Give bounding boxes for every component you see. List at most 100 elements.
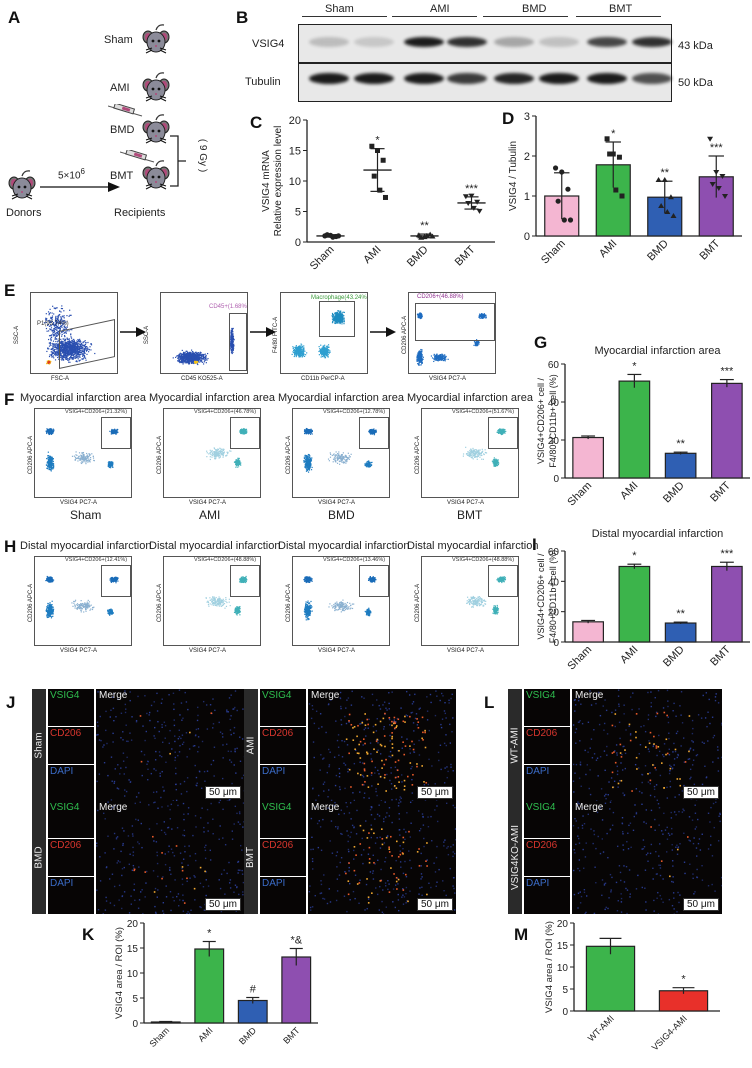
gate-label: VSIG4+CD206+(13.46%) — [323, 557, 385, 563]
blot-kda-tubulin: 50 kDa — [678, 77, 713, 89]
gate-label: VSIG4+CD206+(51.67%) — [452, 409, 514, 415]
gate-box — [415, 303, 495, 341]
svg-text:*: * — [611, 128, 616, 140]
svg-text:15: 15 — [289, 146, 301, 158]
gate-box — [230, 565, 260, 597]
panel-label-b: B — [236, 8, 248, 28]
panel-label-m: M — [514, 925, 528, 945]
donors-label: Donors — [6, 207, 41, 219]
svg-text:5: 5 — [295, 207, 301, 219]
syringe-icon — [108, 104, 144, 123]
band-tubulin — [309, 73, 349, 84]
svg-text:VSIG4 mRNA: VSIG4 mRNA — [261, 150, 272, 212]
gate-box — [101, 565, 131, 597]
blot-divider — [299, 62, 671, 64]
merge-label: Merge — [311, 690, 339, 701]
mouse-icon — [142, 114, 168, 144]
y-axis-label: CD206 APC-A — [157, 436, 163, 474]
svg-text:**: ** — [420, 220, 429, 232]
channel-cd206: CD206 — [260, 839, 306, 876]
band-vsig4 — [587, 37, 627, 47]
group-label-ami: AMI — [244, 689, 258, 802]
flow-title: Distal myocardial infarction — [407, 540, 538, 552]
scale-bar: 50 μm — [683, 786, 719, 799]
x-axis-label: VSIG4 PC7-A — [189, 500, 226, 506]
gate-label: VSIG4+CD206+(46.78%) — [194, 409, 256, 415]
channel-vsig4: VSIG4 — [48, 689, 94, 726]
flow-plot-f-bmt: VSIG4+CD206+(51.67%) — [421, 408, 519, 498]
channel-label: VSIG4 — [50, 690, 79, 701]
gate-box — [101, 417, 131, 449]
x-axis-label: VSIG4 PC7-A — [60, 500, 97, 506]
svg-text:20: 20 — [127, 919, 139, 930]
svg-text:10: 10 — [557, 963, 569, 974]
channel-label: DAPI — [262, 878, 285, 889]
group-label-bmt: BMT — [457, 508, 482, 522]
gate-box — [230, 417, 260, 449]
flow-plot-e3: Macrophage(43.24%) — [280, 292, 368, 374]
svg-text:BMT: BMT — [281, 1025, 302, 1046]
flow-title: Distal myocardial infarction — [278, 540, 409, 552]
flow-plot-h-sham: VSIG4+CD206+(12.41%) — [34, 556, 132, 646]
svg-text:BMT: BMT — [697, 237, 722, 262]
svg-text:BMT: BMT — [708, 643, 733, 668]
channel-dapi: DAPI — [524, 765, 570, 802]
y-axis-label: CD206 APC-A — [157, 584, 163, 622]
gate-label: VSIG4+CD206+(48.88%) — [452, 557, 514, 563]
channel-label: DAPI — [50, 766, 73, 777]
channel-label: CD206 — [262, 840, 293, 851]
svg-text:Distal myocardial infarction: Distal myocardial infarction — [592, 528, 723, 540]
svg-text:**: ** — [676, 438, 685, 450]
x-axis-label: VSIG4 PC7-A — [189, 648, 226, 654]
panel-label-h: H — [4, 537, 16, 557]
svg-text:*: * — [207, 928, 212, 940]
x-axis-label: VSIG4 PC7-A — [447, 500, 484, 506]
channel-label: VSIG4 — [526, 802, 555, 813]
group-label-bmd: BMD — [32, 801, 46, 914]
blot-group-bmt: BMT — [609, 3, 632, 15]
flow-plot-f-bmd: VSIG4+CD206+(12.78%) — [292, 408, 390, 498]
svg-text:60: 60 — [548, 360, 560, 371]
svg-text:BMD: BMD — [645, 238, 671, 264]
gate-label: VSIG4+CD206+(48.88%) — [194, 557, 256, 563]
svg-text:WT-AMI: WT-AMI — [586, 1013, 616, 1043]
svg-text:***: *** — [720, 548, 734, 560]
channel-dapi: DAPI — [260, 877, 306, 914]
group-label-bmd: BMD — [328, 508, 355, 522]
gate-box — [488, 565, 518, 597]
svg-text:*: * — [375, 135, 380, 147]
group-label-text: VSIG4KO-AMI — [510, 825, 521, 890]
svg-text:0: 0 — [295, 237, 301, 249]
svg-text:15: 15 — [127, 944, 139, 955]
flow-plot-e4: CD206+(46.88%) — [408, 292, 496, 374]
y-axis-label: CD206 APC-A — [286, 584, 292, 622]
group-label-text: BMT — [246, 847, 257, 868]
x-axis-label: VSIG4 PC7-A — [318, 500, 355, 506]
channel-cd206: CD206 — [48, 839, 94, 876]
svg-text:10: 10 — [289, 176, 301, 188]
svg-text:*: * — [632, 550, 637, 562]
group-underline — [302, 16, 387, 17]
scale-bar: 50 μm — [205, 786, 241, 799]
group-label-text: BMD — [34, 846, 45, 868]
band-tubulin — [539, 73, 579, 84]
panel-label-l: L — [484, 693, 494, 713]
svg-text:BMD: BMD — [661, 480, 687, 506]
flow-plot-h-bmd: VSIG4+CD206+(13.46%) — [292, 556, 390, 646]
irradiation-bracket — [170, 126, 200, 201]
gate-label: CD45+(1.68%) — [209, 304, 248, 310]
svg-text:15: 15 — [557, 941, 569, 952]
flow-plot-f-ami: VSIG4+CD206+(46.78%) — [163, 408, 261, 498]
svg-text:AMI: AMI — [597, 238, 619, 260]
merge-label: Merge — [311, 802, 339, 813]
svg-text:Myocardial infarction area: Myocardial infarction area — [595, 345, 722, 357]
blot-membrane — [298, 24, 672, 102]
channel-label: VSIG4 — [526, 690, 555, 701]
merge-label: Merge — [575, 690, 603, 701]
transfer-arrow — [40, 180, 120, 198]
channel-vsig4: VSIG4 — [260, 689, 306, 726]
x-axis-label: VSIG4 PC7-A — [429, 376, 466, 382]
